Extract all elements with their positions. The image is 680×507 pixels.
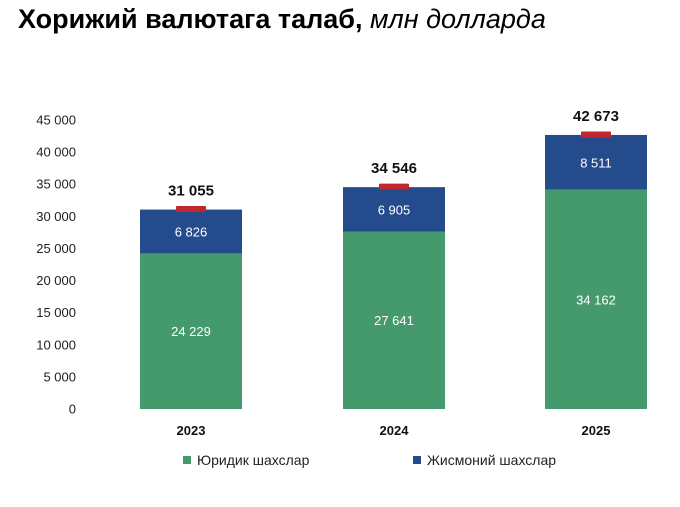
- total-value-label: 34 546: [371, 160, 417, 177]
- bar-segment-legal-entities: [140, 253, 242, 409]
- y-tick-label: 10 000: [36, 337, 76, 352]
- bar-value-label: 34 162: [576, 292, 616, 307]
- total-value-label: 42 673: [573, 108, 619, 125]
- bar-value-label: 6 905: [378, 202, 411, 217]
- bar-segment-legal-entities: [545, 189, 647, 409]
- chart-legend: Юридик шахслар Жисмоний шахслар: [0, 452, 680, 472]
- total-marker: [581, 131, 611, 138]
- bar-value-label: 24 229: [171, 324, 211, 339]
- bar-segment-individuals: [545, 134, 647, 190]
- y-tick-label: 30 000: [36, 209, 76, 224]
- x-category-label: 2024: [380, 423, 410, 438]
- x-category-label: 2025: [582, 423, 611, 438]
- y-tick-label: 40 000: [36, 145, 76, 160]
- bar-segment-individuals: [343, 187, 445, 232]
- x-category-label: 2023: [177, 423, 206, 438]
- total-value-label: 31 055: [168, 183, 214, 200]
- y-tick-label: 35 000: [36, 177, 76, 192]
- legend-item-individuals: Жисмоний шахслар: [413, 452, 556, 468]
- legend-swatch-legal-entities: [183, 456, 191, 464]
- legend-swatch-individuals: [413, 456, 421, 464]
- y-tick-label: 25 000: [36, 241, 76, 256]
- bar-value-label: 8 511: [580, 155, 612, 170]
- chart-title-unit: млн долларда: [369, 4, 546, 34]
- legend-item-legal-entities: Юридик шахслар: [183, 452, 309, 468]
- bar-segment-individuals: [140, 209, 242, 254]
- legend-label-legal-entities: Юридик шахслар: [197, 452, 310, 468]
- bar-segment-legal-entities: [343, 231, 445, 409]
- chart-title: Хорижий валютага талаб, млн долларда: [18, 4, 546, 35]
- y-tick-label: 0: [69, 402, 76, 417]
- y-tick-label: 20 000: [36, 273, 76, 288]
- y-tick-label: 5 000: [43, 369, 76, 384]
- bar-value-label: 27 641: [374, 313, 414, 328]
- total-marker: [176, 206, 206, 213]
- chart-title-main: Хорижий валютага талаб,: [18, 4, 363, 34]
- bar-value-label: 6 826: [175, 224, 208, 239]
- y-tick-label: 15 000: [36, 305, 76, 320]
- legend-label-individuals: Жисмоний шахслар: [427, 452, 557, 468]
- y-tick-label: 45 000: [36, 113, 76, 128]
- total-marker: [379, 183, 409, 190]
